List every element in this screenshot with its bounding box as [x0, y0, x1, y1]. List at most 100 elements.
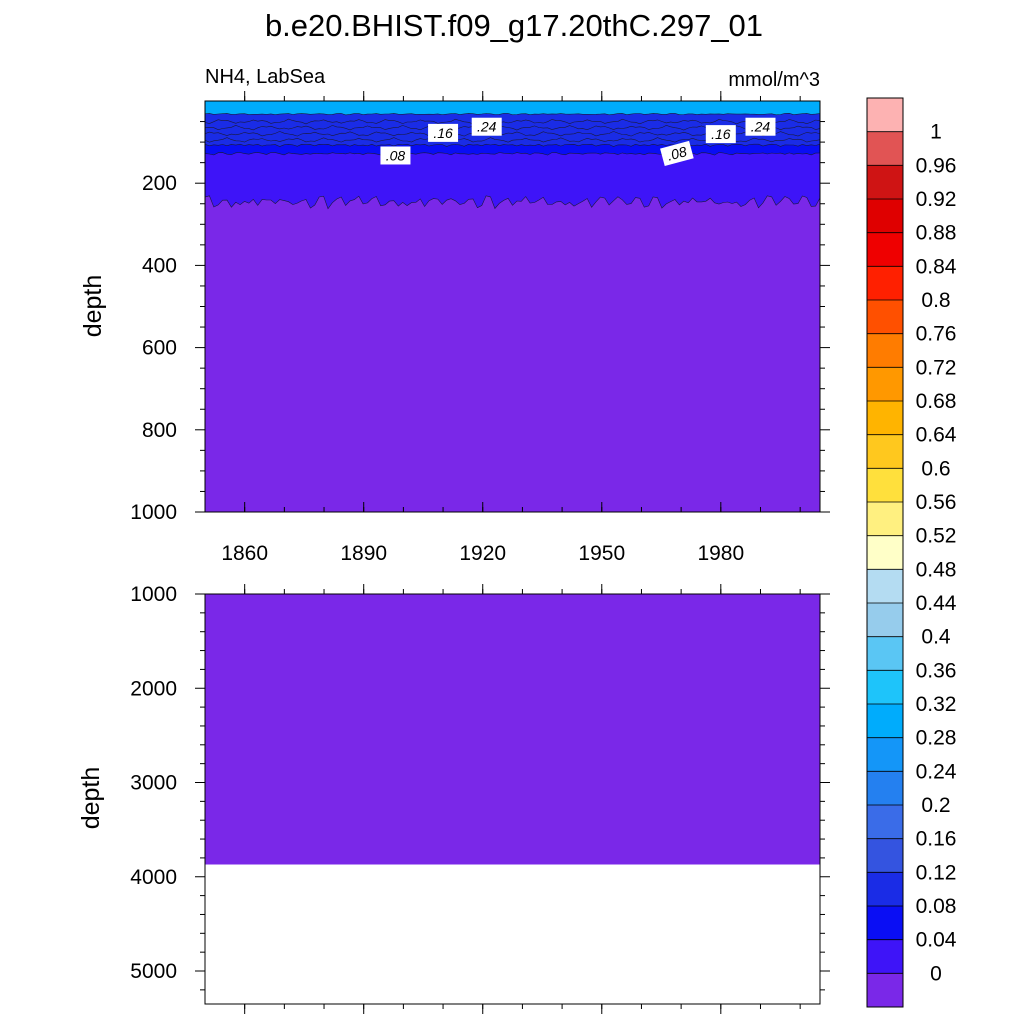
lower-plot-frame	[204, 593, 821, 1005]
colorbar-label: 0.44	[916, 592, 957, 615]
contour-label: .24	[471, 117, 502, 136]
colorbar-label: 0.96	[916, 154, 957, 177]
colorbar-label: 0.12	[916, 861, 957, 884]
colorbar-label: 0.36	[916, 659, 957, 682]
contour-label-box	[745, 117, 776, 136]
colorbar-label: 0.92	[916, 188, 957, 211]
colorbar-swatch	[867, 434, 903, 469]
upper-panel: NH4, LabSea mmol/m^3 .16.24.08.16.24.08 …	[79, 66, 830, 565]
colorbar-label: 0.4	[921, 626, 951, 649]
colorbar: 1 0.96 0.92 0.88 0.84 0.8 0.76 0.72 0.68 0.64 0.6 0…	[866, 97, 957, 1008]
colorbar-swatch	[867, 98, 903, 132]
colorbar-swatch	[867, 165, 903, 200]
band-0.32-0.36	[205, 101, 820, 116]
colorbar-label: 0.6	[921, 457, 950, 480]
colorbar-label: 0.64	[916, 424, 957, 447]
colorbar-swatch	[867, 636, 903, 671]
colorbar-swatch	[867, 502, 903, 536]
contour-label-box	[705, 125, 736, 144]
contour-label: .16	[428, 123, 459, 142]
colorbar-swatch	[867, 367, 903, 402]
colorbar-label: 0.8	[921, 289, 950, 312]
colorbar-label: 0.72	[916, 356, 957, 379]
contour-label-box	[380, 146, 411, 165]
y-tick-label: 400	[142, 254, 177, 277]
colorbar-label: 1	[930, 121, 942, 144]
colorbar-swatch	[867, 704, 903, 738]
colorbar-swatch	[867, 468, 903, 503]
colorbar-swatch	[867, 401, 903, 435]
x-tick-label: 1920	[459, 542, 506, 565]
colorbar-swatch	[867, 333, 903, 368]
x-tick-label: 1950	[578, 542, 625, 565]
colorbar-label: 0.08	[916, 895, 957, 918]
colorbar-label: 0.48	[916, 558, 957, 581]
upper-contour-labels: .16 .24 .08 .16 .24 .08	[380, 117, 776, 167]
contour-label-box	[428, 123, 459, 142]
y-tick-label: 5000	[130, 960, 177, 983]
lower-axis-ticks: 1000 2000 3000 4000 5000	[130, 583, 830, 1014]
colorbar-label: 0.68	[916, 390, 957, 413]
colorbar-label: 0.04	[916, 929, 957, 952]
y-tick-label: 3000	[130, 772, 177, 795]
colorbar-swatch	[867, 232, 903, 267]
colorbar-label: 0.84	[916, 255, 957, 278]
y-tick-label: 2000	[130, 677, 177, 700]
contour-label-text: .16	[711, 126, 731, 142]
upper-y-axis-title: depth	[79, 275, 107, 338]
colorbar-label: 0.56	[916, 491, 957, 514]
y-tick-label: 4000	[130, 866, 177, 889]
contour-label-box	[660, 140, 694, 167]
y-tick-label: 1000	[130, 583, 177, 606]
upper-contour-fill	[205, 101, 820, 512]
lower-y-axis-title: depth	[77, 767, 105, 830]
contour-label-text: .24	[751, 119, 771, 135]
lower-contour-fill	[205, 594, 820, 865]
colorbar-swatch	[867, 131, 903, 166]
x-tick-label: 1860	[221, 542, 268, 565]
chart-title: b.e20.BHIST.f09_g17.20thC.297_01	[265, 8, 763, 43]
contour-line-0.28	[205, 118, 820, 125]
upper-left-label: NH4, LabSea	[205, 66, 326, 88]
contour-label-box	[471, 117, 502, 136]
y-tick-label: 200	[142, 172, 177, 195]
colorbar-swatch	[867, 737, 903, 772]
y-tick-label: 1000	[130, 501, 177, 524]
colorbar-swatch	[867, 939, 903, 974]
colorbar-label: 0.32	[916, 693, 957, 716]
x-tick-label: 1980	[697, 542, 744, 565]
colorbar-label: 0.28	[916, 727, 957, 750]
contour-label-text: .08	[665, 143, 688, 164]
y-tick-label: 600	[142, 337, 177, 360]
colorbar-swatch	[867, 973, 903, 1008]
colorbar-swatch	[867, 906, 903, 940]
colorbar-swatch	[867, 603, 903, 637]
colorbar-swatch	[867, 300, 903, 334]
y-tick-label: 800	[142, 419, 177, 442]
lower-panel: 1000 2000 3000 4000 5000 depth	[77, 583, 830, 1014]
colorbar-swatch	[867, 670, 903, 705]
contour-label-text: .24	[477, 119, 497, 135]
colorbar-swatch	[867, 266, 903, 301]
colorbar-label: 0.52	[916, 525, 957, 548]
colorbar-label: 0.2	[921, 794, 950, 817]
colorbar-swatch	[867, 535, 903, 570]
colorbar-frame	[866, 97, 904, 1008]
colorbar-label: 0	[930, 962, 942, 985]
contour-label: .24	[745, 117, 776, 136]
band-0-0.04	[205, 594, 820, 865]
colorbar-label: 0.76	[916, 323, 957, 346]
contour-label: .08	[380, 146, 411, 165]
colorbar-swatch	[867, 771, 903, 806]
colorbar-swatch	[867, 805, 903, 839]
colorbar-swatch	[867, 199, 903, 233]
colorbar-swatch	[867, 569, 903, 604]
colorbar-label: 0.88	[916, 222, 957, 245]
colorbar-label: 0.16	[916, 828, 957, 851]
x-tick-label: 1890	[340, 542, 387, 565]
colorbar-swatch	[867, 872, 903, 907]
upper-right-label: mmol/m^3	[728, 69, 820, 91]
contour-label-text: .16	[433, 125, 453, 141]
contour-label: .16	[705, 125, 736, 144]
